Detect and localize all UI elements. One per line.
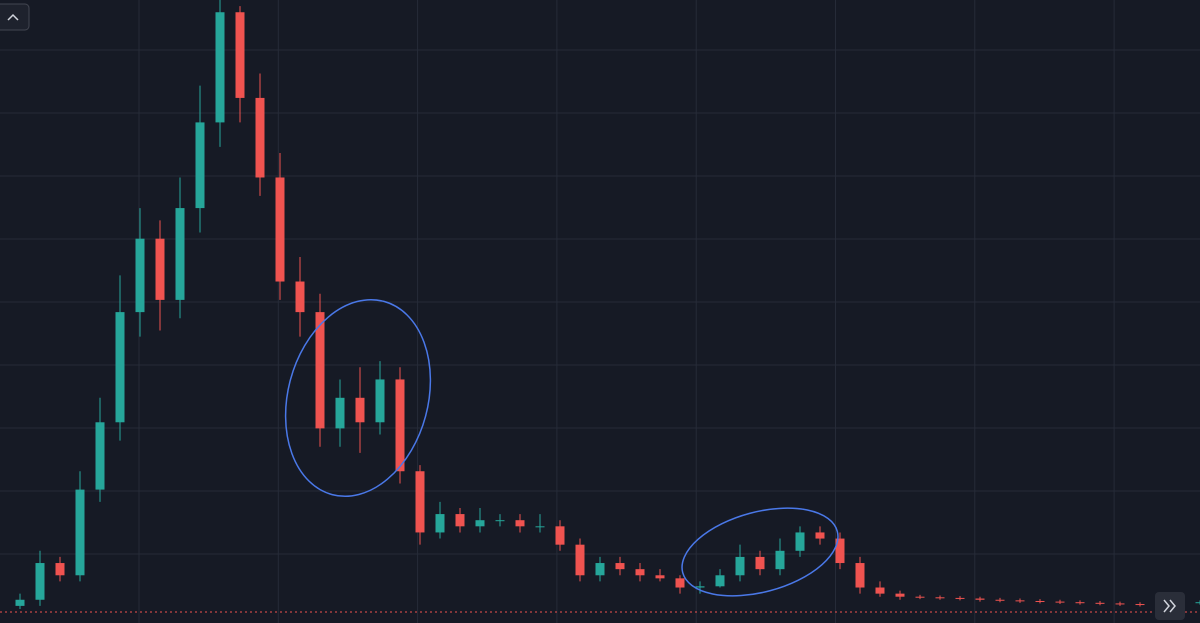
candle-body <box>15 599 25 606</box>
candle-body <box>295 281 305 313</box>
candle-body <box>335 397 345 429</box>
candle-body <box>855 563 865 588</box>
candle-body <box>695 586 705 588</box>
candle-body <box>155 238 165 300</box>
candle-body <box>435 514 445 533</box>
candle-body <box>195 122 205 209</box>
candle-body <box>535 526 545 528</box>
candle-body <box>915 596 925 598</box>
collapse-button[interactable] <box>0 3 30 31</box>
candle-body <box>935 597 945 599</box>
candle-body <box>975 598 985 600</box>
candle-body <box>315 312 325 429</box>
candle-body <box>835 538 845 564</box>
candle-body <box>875 587 885 594</box>
candle-body <box>1135 604 1145 606</box>
candle-body <box>955 597 965 599</box>
candle-body <box>215 12 225 123</box>
candle-body <box>635 569 645 576</box>
candle-body <box>475 520 485 527</box>
candle-body <box>555 526 565 545</box>
candle-body <box>1035 600 1045 602</box>
candle-body <box>1195 602 1200 604</box>
candle-body <box>1015 600 1025 602</box>
candle-body <box>255 97 265 178</box>
candle-body <box>355 397 365 423</box>
candle-body <box>1075 602 1085 604</box>
candle-body <box>595 563 605 576</box>
annotation-circle <box>284 298 432 498</box>
candle-body <box>515 520 525 527</box>
candle-body <box>235 12 245 98</box>
candle-body <box>1055 601 1065 603</box>
candle-body <box>55 563 65 576</box>
annotation-circle <box>681 507 839 597</box>
candle-body <box>115 312 125 423</box>
candle-body <box>715 575 725 587</box>
candle-body <box>135 238 145 313</box>
candle-body <box>755 556 765 570</box>
candle-body <box>495 520 505 522</box>
candle-body <box>415 471 425 533</box>
candle-body <box>175 208 185 300</box>
candle-body <box>995 599 1005 601</box>
candle-body <box>735 556 745 576</box>
candle-body <box>1095 602 1105 604</box>
candle-body <box>575 544 585 576</box>
scroll-right-button[interactable] <box>1155 592 1185 620</box>
candle-body <box>675 578 685 588</box>
candle-body <box>395 379 405 472</box>
candle-body <box>655 575 665 579</box>
candle-body <box>455 514 465 527</box>
candle-body <box>95 422 105 490</box>
candle-body <box>795 532 805 551</box>
candle-body <box>35 563 45 600</box>
candle-body <box>375 379 385 423</box>
candle-body <box>895 593 905 597</box>
candle-body <box>815 532 825 539</box>
candle-body <box>275 177 285 282</box>
candle-body <box>775 550 785 570</box>
candle-body <box>75 489 85 576</box>
candle-body <box>615 563 625 570</box>
candles <box>15 0 1200 609</box>
candle-body <box>1115 603 1125 605</box>
